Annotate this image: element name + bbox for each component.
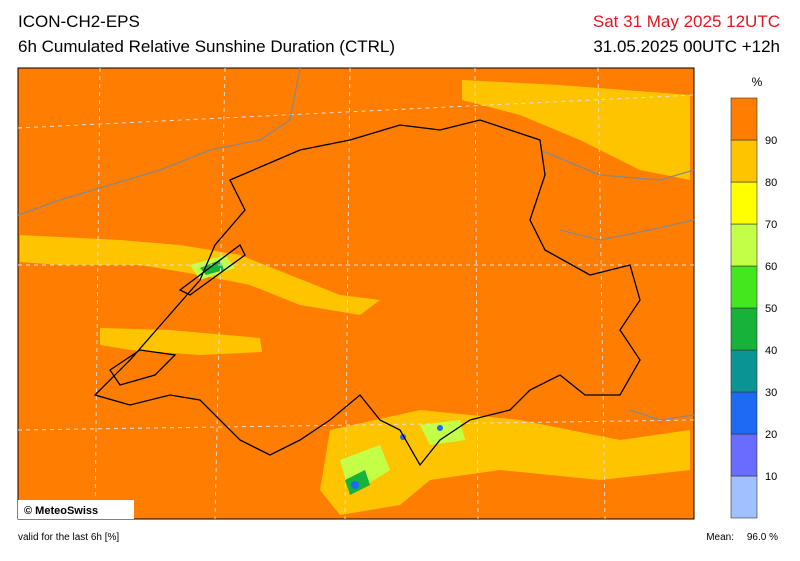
colorbar-bin [730, 139, 758, 183]
footer-note: valid for the last 6h [%] [18, 532, 119, 543]
mean-value: 96.0 % [747, 532, 778, 543]
valid-date: Sat 31 May 2025 12UTC [593, 12, 780, 31]
colorbar-label: 80 [765, 177, 777, 189]
colorbar-bin [730, 391, 758, 435]
colorbar-label: 30 [765, 387, 777, 399]
subtitle: 6h Cumulated Relative Sunshine Duration … [18, 37, 395, 56]
colorbar-bin [730, 433, 758, 477]
sunshine-patches [20, 80, 690, 515]
colorbar-label: 40 [765, 345, 777, 357]
colorbar-label: 20 [765, 429, 777, 441]
borders-switzerland [93, 119, 641, 467]
colorbar-bin [730, 475, 758, 519]
colorbar-unit: % [752, 75, 763, 89]
blue-patches [351, 425, 443, 489]
map: © MeteoSwiss [17, 67, 695, 520]
colorbar-bin [730, 307, 758, 351]
colorbar-bin [730, 349, 758, 393]
colorbar-label: 50 [765, 303, 777, 315]
colorbar-label: 90 [765, 135, 777, 147]
colorbar-bin [730, 265, 758, 309]
copyright: © MeteoSwiss [24, 505, 98, 517]
colorbar-label: 10 [765, 471, 777, 483]
colorbar-bin [730, 97, 758, 141]
colorbar: % 10 20 30 40 50 60 70 80 90 [730, 75, 777, 519]
colorbar-bin [730, 223, 758, 267]
title: ICON-CH2-EPS [18, 12, 140, 31]
copyright-box [18, 500, 134, 519]
colorbar-bin [730, 181, 758, 225]
run-time: 31.05.2025 00UTC +12h [593, 37, 780, 56]
borders-neighbour [17, 67, 695, 421]
colorbar-label: 60 [765, 261, 777, 273]
mean-label: Mean: [706, 532, 734, 543]
grid [17, 67, 695, 520]
colorbar-label: 70 [765, 219, 777, 231]
